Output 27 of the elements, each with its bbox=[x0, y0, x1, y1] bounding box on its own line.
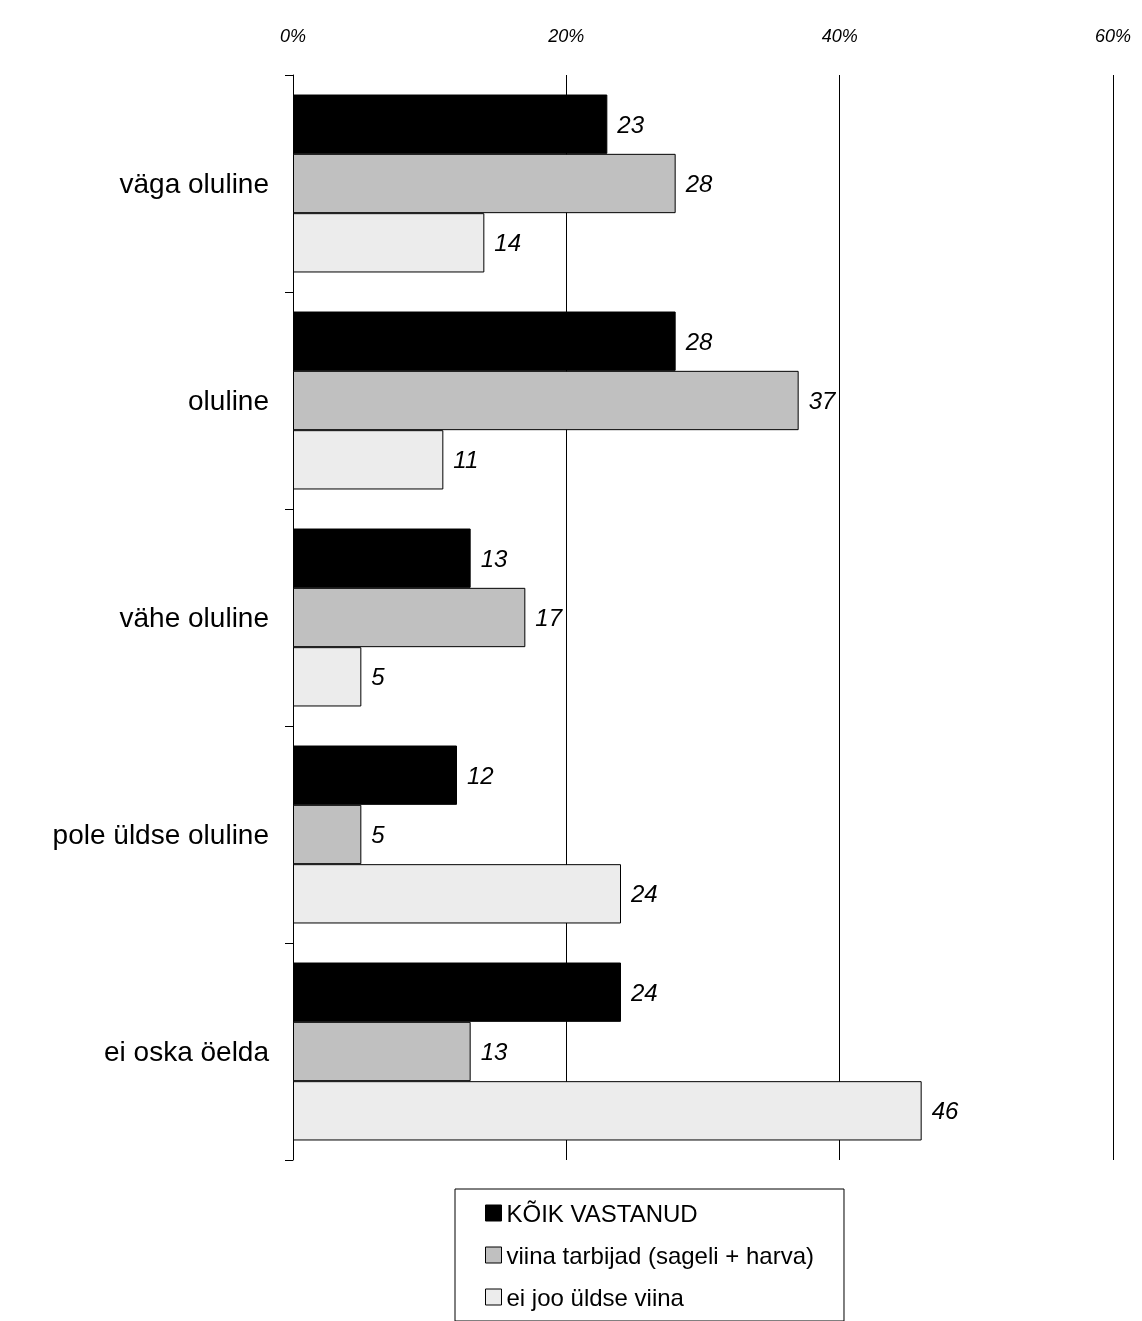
data-label: 13 bbox=[480, 1038, 509, 1065]
data-label: 11 bbox=[453, 446, 479, 474]
data-label: 28 bbox=[684, 170, 714, 197]
x-tick-label: 0% bbox=[279, 26, 307, 46]
data-label: 13 bbox=[480, 544, 509, 572]
legend-label: viina tarbijad (sageli + harva) bbox=[506, 1241, 814, 1269]
data-label: 23 bbox=[616, 110, 645, 138]
data-label: 17 bbox=[535, 604, 564, 631]
x-tick-label: 20% bbox=[547, 26, 585, 46]
data-label: 14 bbox=[494, 229, 522, 257]
data-label: 24 bbox=[630, 880, 658, 908]
y-tick-label: ei oska öelda bbox=[103, 1036, 270, 1067]
data-label: 24 bbox=[630, 978, 658, 1006]
data-label: 46 bbox=[931, 1097, 960, 1125]
data-label: 28 bbox=[684, 327, 714, 355]
x-tick-label: 60% bbox=[1094, 26, 1132, 46]
y-tick-label: vähe oluline bbox=[119, 602, 269, 633]
x-tick-label: 40% bbox=[821, 26, 858, 46]
y-tick-label: oluline bbox=[188, 385, 269, 416]
data-label: 5 bbox=[371, 821, 386, 848]
legend-label: KÕIK VASTANUD bbox=[506, 1199, 698, 1227]
y-tick-label: väga oluline bbox=[119, 168, 269, 199]
data-label: 12 bbox=[467, 761, 494, 789]
y-tick-label: pole üldse oluline bbox=[52, 819, 269, 850]
data-label: 5 bbox=[371, 663, 386, 691]
data-label: 37 bbox=[808, 387, 838, 414]
legend-label: ei joo üldse viina bbox=[506, 1283, 685, 1311]
